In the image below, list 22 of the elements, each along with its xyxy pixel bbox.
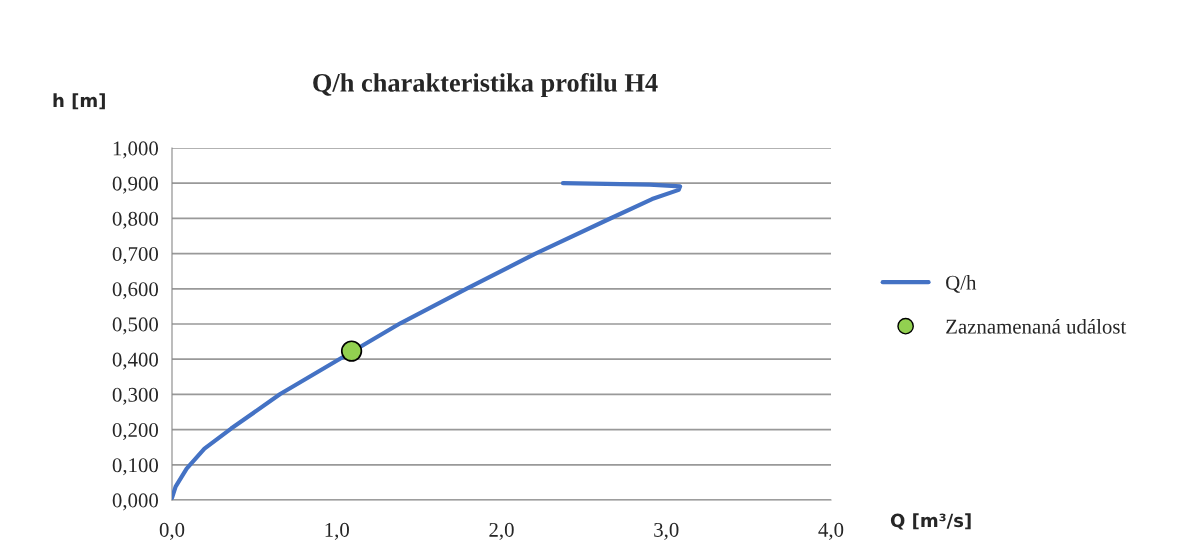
y-tick-label: 0,700 <box>112 246 159 265</box>
y-tick-label: 0,400 <box>112 352 159 370</box>
x-tick-label: 4,0 <box>818 522 844 540</box>
y-tick-label: 0,800 <box>112 211 159 229</box>
chart-title: Q/h charakteristika profilu H4 <box>313 72 658 98</box>
x-tick-label: 0,0 <box>159 522 185 540</box>
y-tick-label: 0,100 <box>112 458 159 476</box>
y-tick-label: 0,500 <box>112 317 159 335</box>
x-axis-title: Q [m³/s] <box>890 513 971 530</box>
x-tick-label: 3,0 <box>654 522 679 540</box>
y-tick-label: 1,000 <box>113 141 159 159</box>
x-tick-label: 1,0 <box>325 522 349 540</box>
y-tick-label: 0,900 <box>112 176 159 194</box>
y-tick-label: 0,200 <box>112 422 159 441</box>
y-tick-label: 0,600 <box>112 282 159 300</box>
y-axis-title: h [m] <box>53 93 105 110</box>
line-series <box>172 181 683 500</box>
y-tick-label: 0,000 <box>112 493 159 511</box>
legend-label: Zaznamenaná událost <box>946 319 1127 334</box>
y-tick-label: 0,300 <box>112 387 159 405</box>
x-tick-label: 2,0 <box>489 522 514 540</box>
legend-label: Q/h <box>946 275 977 293</box>
